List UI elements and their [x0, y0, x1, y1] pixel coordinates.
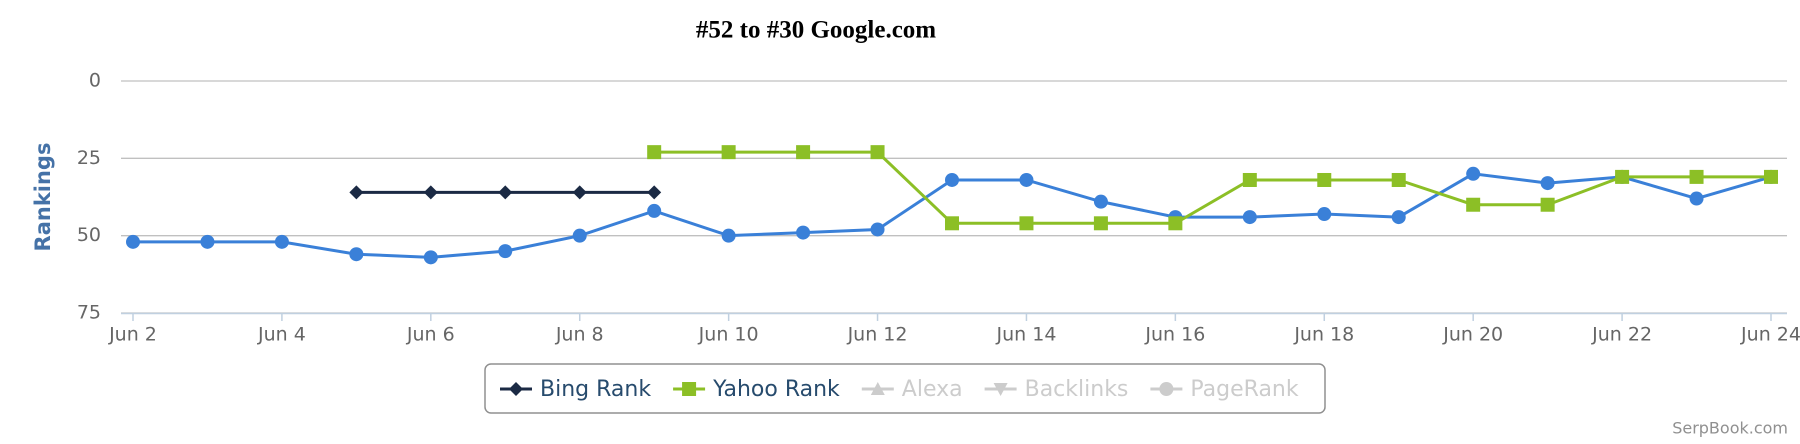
legend-label: Alexa — [902, 377, 963, 402]
data-point — [796, 145, 811, 160]
y-tick-label: 50 — [77, 224, 101, 246]
data-point — [945, 172, 959, 187]
data-point — [423, 185, 438, 200]
data-point — [1466, 166, 1481, 181]
legend-marker — [509, 382, 523, 396]
x-tick-label: Jun 14 — [996, 324, 1057, 346]
x-tick-label: Jun 12 — [847, 324, 908, 346]
chart-title: #52 to #30 Google.com — [696, 17, 936, 44]
data-point — [1317, 172, 1332, 187]
data-point — [870, 222, 885, 237]
legend-marker — [1159, 382, 1174, 396]
x-tick-label: Jun 24 — [1740, 324, 1800, 346]
data-point — [1093, 194, 1108, 209]
data-point — [572, 185, 587, 200]
data-point — [1764, 169, 1778, 184]
data-point — [1689, 191, 1704, 206]
data-point — [721, 228, 736, 243]
data-point — [498, 185, 513, 200]
data-point — [1242, 210, 1257, 225]
legend-label: Backlinks — [1025, 377, 1129, 402]
data-point — [1540, 176, 1555, 191]
x-tick-label: Jun 4 — [257, 324, 306, 346]
data-point — [423, 250, 438, 265]
data-point — [1317, 207, 1332, 222]
legend-marker — [870, 382, 885, 395]
credit: SerpBook.com — [1672, 419, 1788, 438]
x-tick-label: Jun 8 — [555, 324, 604, 346]
data-point — [1540, 197, 1555, 212]
data-point — [1615, 169, 1630, 184]
x-tick-label: Jun 10 — [698, 324, 759, 346]
data-point — [1466, 197, 1481, 212]
x-tick-label: Jun 20 — [1442, 324, 1503, 346]
data-point — [647, 203, 662, 218]
data-point — [572, 228, 587, 243]
x-tick-label: Jun 6 — [406, 324, 455, 346]
data-point — [647, 145, 662, 160]
legend-item[interactable]: Yahoo Rank — [673, 377, 840, 402]
data-point — [1689, 169, 1704, 184]
y-tick-label: 0 — [89, 70, 101, 92]
data-point — [796, 225, 811, 240]
data-point — [1019, 216, 1034, 231]
data-point — [1093, 216, 1108, 231]
data-point — [1168, 216, 1183, 231]
legend-label: PageRank — [1190, 377, 1298, 402]
legend-marker — [993, 383, 1008, 396]
data-point — [721, 145, 736, 160]
data-point — [498, 244, 513, 259]
legend-item[interactable]: Alexa — [861, 377, 963, 402]
y-tick-label: 25 — [77, 147, 101, 169]
legend-item[interactable]: Backlinks — [984, 377, 1129, 402]
data-point — [647, 185, 662, 200]
data-point — [870, 145, 885, 160]
x-tick-label: Jun 18 — [1293, 324, 1354, 346]
y-tick-label: 75 — [77, 302, 101, 324]
legend-item[interactable]: PageRank — [1150, 377, 1299, 402]
data-point — [126, 234, 140, 249]
legend-label: Yahoo Rank — [712, 377, 840, 402]
data-point — [200, 234, 215, 249]
data-point — [1019, 172, 1034, 187]
legend-box — [484, 363, 1326, 414]
data-point — [945, 216, 959, 231]
data-point — [349, 185, 364, 200]
data-point — [1391, 172, 1406, 187]
x-tick-label: Jun 2 — [108, 324, 157, 346]
data-point — [349, 247, 364, 262]
data-point — [1391, 210, 1406, 225]
data-point — [274, 234, 289, 249]
x-tick-label: Jun 16 — [1144, 324, 1205, 346]
legend-label: Bing Rank — [540, 377, 651, 402]
y-axis-label: Rankings — [31, 143, 55, 252]
x-tick-label: Jun 22 — [1591, 324, 1652, 346]
legend-marker — [682, 382, 697, 396]
series-line — [654, 150, 1771, 225]
data-point — [1242, 172, 1257, 187]
legend-item[interactable]: Bing Rank — [500, 377, 651, 402]
